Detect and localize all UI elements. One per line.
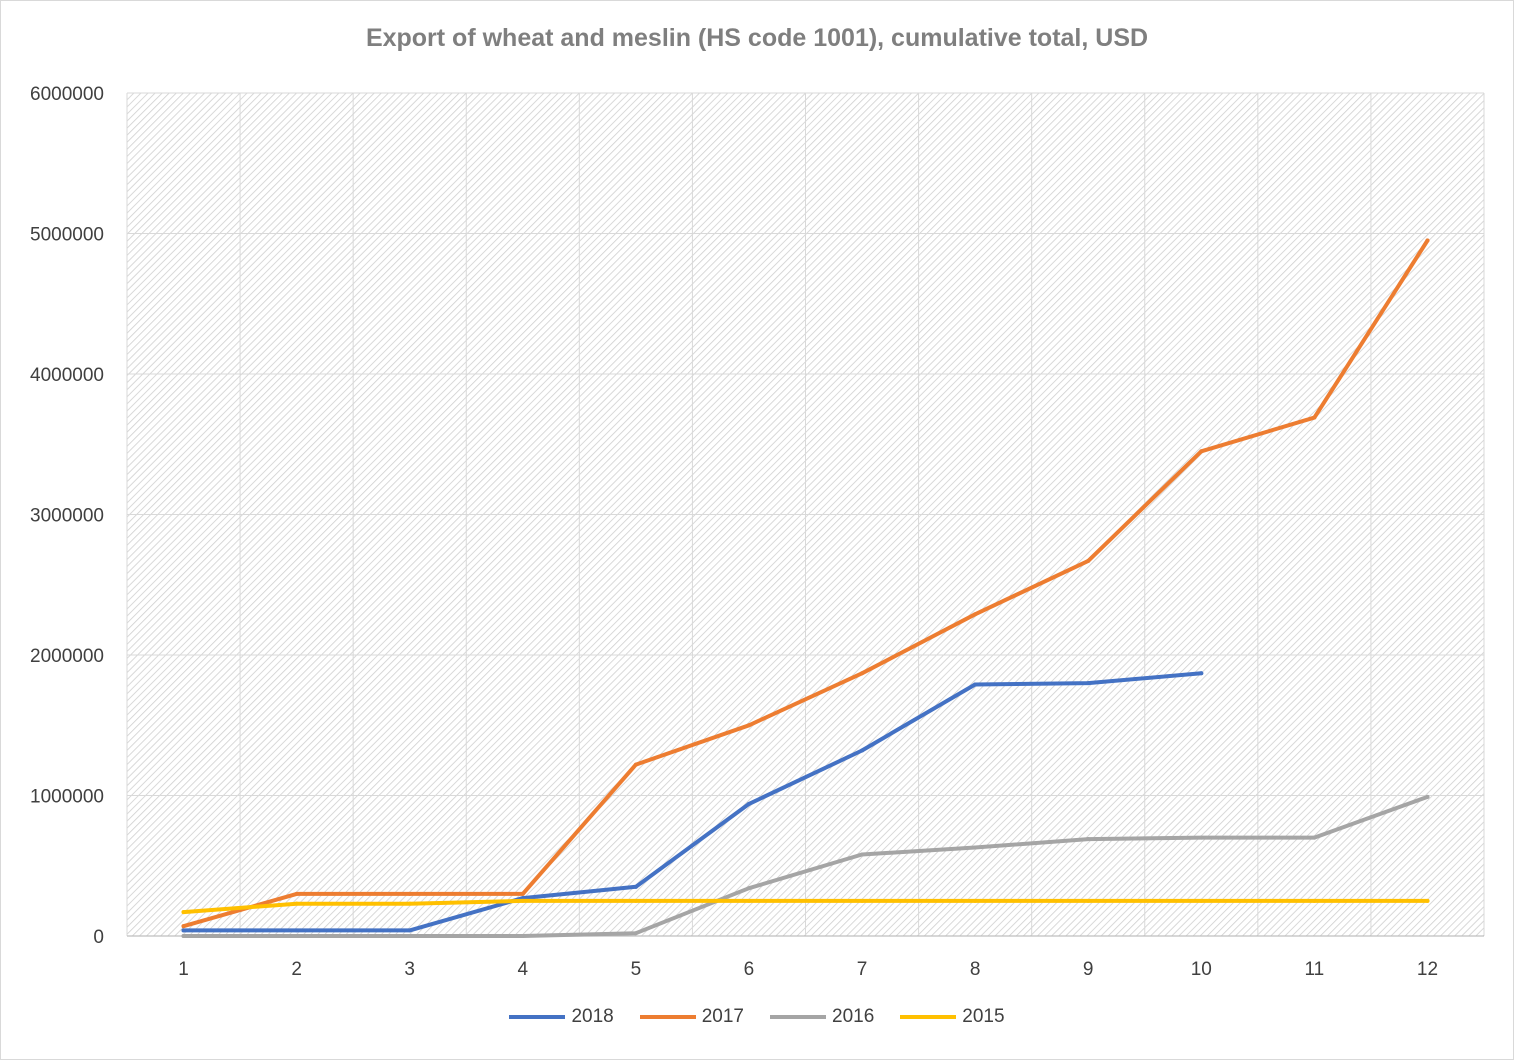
legend-item-2015: 2015 [900, 1006, 1005, 1028]
x-tick-label: 7 [857, 959, 868, 980]
x-tick-label: 3 [404, 959, 415, 980]
series-line-2018 [181, 671, 1204, 933]
x-tick-label: 5 [631, 959, 642, 980]
y-tick-label: 6000000 [30, 84, 104, 105]
legend-item-2016: 2016 [770, 1006, 874, 1028]
data-point-2017 [181, 924, 186, 929]
data-point-2015 [973, 898, 978, 903]
data-point-2018 [181, 928, 186, 933]
data-point-2015 [860, 898, 865, 903]
data-point-2017 [1425, 238, 1430, 243]
data-point-2018 [633, 884, 638, 889]
data-point-2018 [1199, 671, 1204, 676]
data-point-2018 [294, 928, 299, 933]
data-point-2015 [1312, 898, 1317, 903]
data-point-2015 [633, 898, 638, 903]
data-point-2017 [520, 891, 525, 896]
data-point-2016 [1312, 835, 1317, 840]
data-point-2017 [407, 891, 412, 896]
data-point-2017 [973, 612, 978, 617]
y-tick-label: 4000000 [30, 365, 104, 386]
x-tick-label: 4 [518, 959, 529, 980]
data-point-2015 [520, 898, 525, 903]
legend-label: 2018 [571, 1006, 614, 1027]
x-tick-label: 12 [1417, 959, 1438, 980]
data-point-2016 [746, 886, 751, 891]
data-point-2017 [294, 891, 299, 896]
data-point-2018 [1086, 681, 1091, 686]
data-point-2015 [1425, 898, 1430, 903]
data-point-2018 [973, 682, 978, 687]
y-axis-ticks: 0 1000000 2000000 3000000 4000000 5000000 6000… [30, 84, 104, 948]
x-tick-label: 6 [744, 959, 755, 980]
x-tick-label: 8 [970, 959, 981, 980]
data-point-2018 [746, 801, 751, 806]
data-point-2018 [860, 748, 865, 753]
data-point-2015 [1199, 898, 1204, 903]
legend-swatch [770, 1015, 826, 1019]
data-point-2017 [633, 762, 638, 767]
y-tick-label: 5000000 [30, 225, 104, 246]
x-tick-label: 9 [1083, 959, 1094, 980]
x-tick-label: 1 [178, 959, 189, 980]
data-point-2018 [407, 928, 412, 933]
data-point-2015 [746, 898, 751, 903]
data-point-2017 [1312, 415, 1317, 420]
legend-swatch [900, 1015, 957, 1019]
series-line-2016 [181, 794, 1430, 938]
data-point-2016 [294, 934, 299, 938]
data-point-2016 [1425, 794, 1430, 799]
data-point-2016 [1199, 835, 1204, 840]
legend-label: 2017 [701, 1006, 744, 1027]
data-point-2016 [1086, 837, 1091, 842]
x-axis-ticks: 1 2 3 4 5 6 7 8 9 10 11 12 [178, 959, 1438, 980]
x-tick-label: 10 [1191, 959, 1212, 980]
data-point-2016 [633, 931, 638, 936]
y-tick-label: 3000000 [30, 506, 104, 527]
x-tick-label: 2 [291, 959, 302, 980]
data-point-2017 [746, 723, 751, 728]
data-point-2017 [1086, 558, 1091, 563]
data-point-2015 [407, 901, 412, 906]
y-tick-label: 0 [93, 927, 104, 948]
series-line-2017 [181, 238, 1430, 929]
series-line-2015 [181, 898, 1430, 915]
legend-item-2018: 2018 [509, 1006, 614, 1028]
x-tick-label: 11 [1305, 959, 1325, 980]
data-point-2016 [973, 845, 978, 850]
chart-title: Export of wheat and meslin (HS code 1001… [365, 24, 1149, 52]
legend-label: 2015 [962, 1006, 1005, 1027]
data-point-2017 [1199, 449, 1204, 454]
data-point-2017 [860, 671, 865, 676]
legend-label: 2016 [832, 1006, 875, 1027]
legend: 2018 2017 2016 2015 [0, 1006, 1514, 1028]
legend-swatch [639, 1015, 696, 1019]
data-point-2015 [181, 910, 186, 915]
data-point-2015 [294, 901, 299, 906]
data-point-2016 [520, 934, 525, 938]
series-lines [181, 238, 1430, 938]
y-tick-label: 2000000 [30, 646, 104, 667]
y-tick-label: 1000000 [30, 787, 104, 808]
data-point-2016 [181, 934, 186, 938]
legend-swatch [509, 1015, 566, 1019]
legend-item-2017: 2017 [639, 1006, 744, 1028]
data-point-2016 [860, 852, 865, 857]
data-point-2016 [407, 934, 412, 938]
data-point-2015 [1086, 898, 1091, 903]
